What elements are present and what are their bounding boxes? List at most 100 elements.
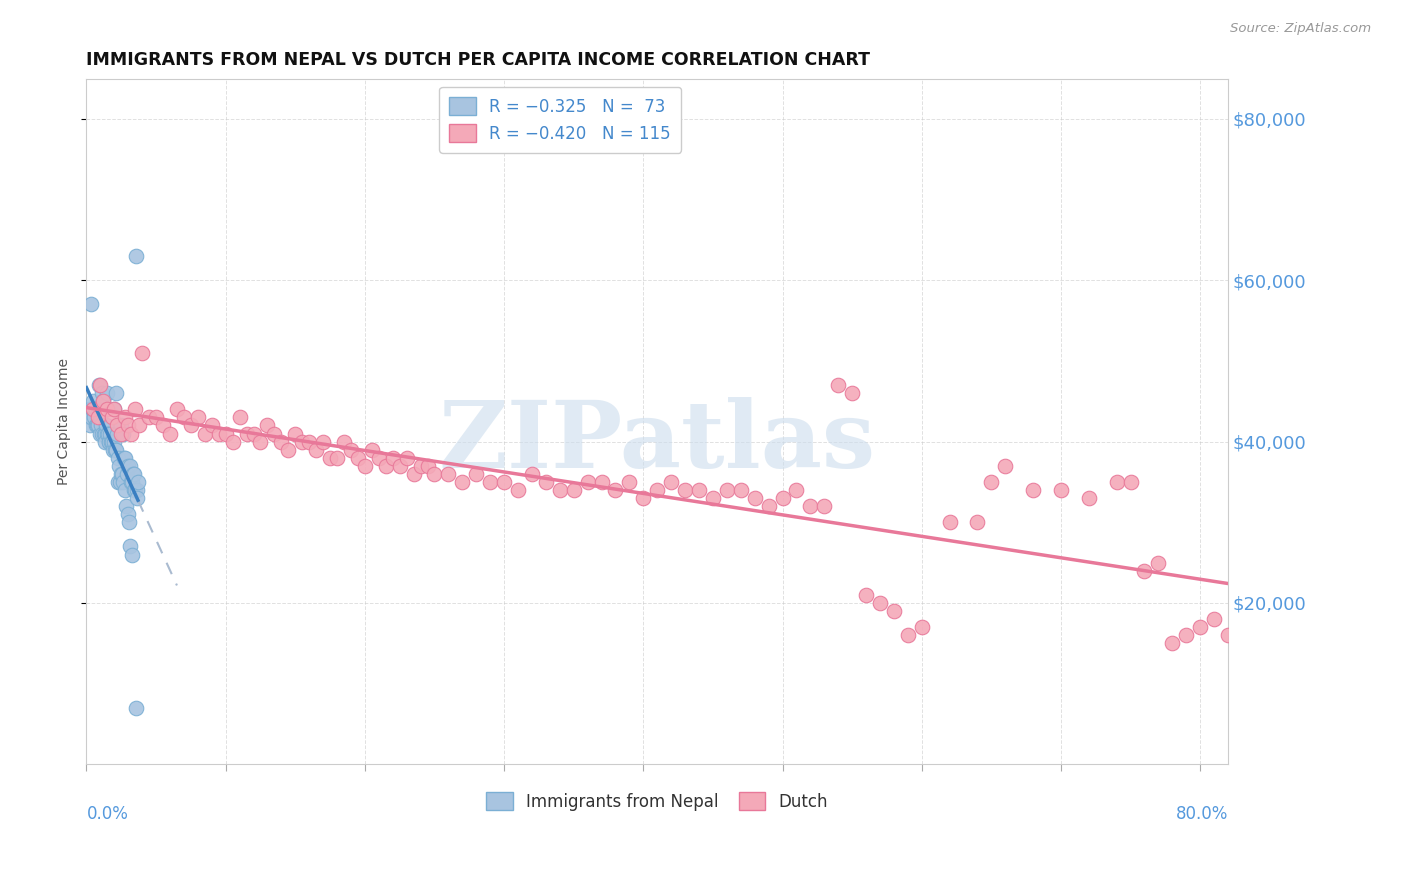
Point: [82, 402, 104, 417]
Point: [100, 434, 122, 449]
Point: [110, 426, 132, 441]
Point: [117, 458, 139, 473]
Point: [1050, 483, 1073, 497]
Point: [94, 434, 117, 449]
Point: [249, 434, 271, 449]
Point: [80, 410, 103, 425]
Point: [94, 418, 117, 433]
Point: [117, 507, 139, 521]
Point: [208, 426, 231, 441]
Point: [347, 450, 370, 465]
Point: [494, 475, 516, 489]
Point: [84, 402, 107, 417]
Point: [89, 426, 111, 441]
Point: [110, 467, 132, 481]
Point: [645, 483, 668, 497]
Point: [103, 402, 125, 417]
Point: [465, 467, 488, 481]
Point: [114, 483, 136, 497]
Point: [869, 596, 891, 610]
Point: [1204, 612, 1226, 626]
Text: IMMIGRANTS FROM NEPAL VS DUTCH PER CAPITA INCOME CORRELATION CHART: IMMIGRANTS FROM NEPAL VS DUTCH PER CAPIT…: [86, 51, 870, 69]
Point: [772, 491, 794, 505]
Point: [994, 458, 1017, 473]
Point: [96, 386, 118, 401]
Point: [98, 426, 121, 441]
Point: [110, 418, 132, 433]
Point: [520, 467, 543, 481]
Point: [1133, 564, 1156, 578]
Point: [228, 410, 250, 425]
Point: [107, 475, 129, 489]
Point: [437, 467, 460, 481]
Text: ZIPatlas: ZIPatlas: [439, 397, 876, 487]
Point: [201, 418, 224, 433]
Point: [1105, 475, 1128, 489]
Point: [128, 418, 150, 433]
Point: [633, 491, 655, 505]
Point: [104, 442, 127, 457]
Point: [215, 426, 238, 441]
Point: [103, 402, 125, 417]
Point: [367, 450, 389, 465]
Text: Source: ZipAtlas.com: Source: ZipAtlas.com: [1230, 22, 1371, 36]
Point: [77, 402, 100, 417]
Point: [374, 458, 396, 473]
Point: [108, 475, 131, 489]
Point: [360, 442, 382, 457]
Point: [112, 475, 135, 489]
Point: [93, 426, 115, 441]
Point: [125, 483, 148, 497]
Point: [84, 418, 107, 433]
Point: [120, 426, 142, 441]
Point: [1329, 612, 1351, 626]
Point: [381, 450, 404, 465]
Point: [235, 426, 257, 441]
Point: [107, 450, 129, 465]
Point: [145, 410, 167, 425]
Point: [1077, 491, 1099, 505]
Point: [105, 418, 128, 433]
Point: [89, 410, 111, 425]
Point: [122, 467, 145, 481]
Point: [340, 442, 363, 457]
Point: [354, 458, 377, 473]
Point: [82, 402, 104, 417]
Point: [813, 499, 835, 513]
Point: [90, 386, 112, 401]
Point: [548, 483, 571, 497]
Point: [118, 515, 141, 529]
Point: [1301, 604, 1323, 618]
Point: [91, 394, 114, 409]
Point: [96, 402, 118, 417]
Point: [827, 378, 849, 392]
Point: [114, 410, 136, 425]
Point: [291, 434, 314, 449]
Point: [83, 402, 105, 417]
Point: [1022, 483, 1045, 497]
Point: [90, 418, 112, 433]
Point: [1355, 620, 1378, 634]
Point: [83, 410, 105, 425]
Point: [86, 410, 108, 425]
Point: [312, 434, 335, 449]
Point: [122, 467, 145, 481]
Point: [89, 378, 111, 392]
Point: [96, 426, 118, 441]
Point: [1147, 556, 1170, 570]
Y-axis label: Per Capita Income: Per Capita Income: [58, 358, 72, 485]
Point: [125, 249, 148, 263]
Point: [451, 475, 474, 489]
Legend: Immigrants from Nepal, Dutch: Immigrants from Nepal, Dutch: [479, 786, 835, 818]
Point: [395, 450, 418, 465]
Point: [388, 458, 411, 473]
Point: [242, 426, 264, 441]
Point: [402, 467, 425, 481]
Point: [124, 483, 146, 497]
Point: [100, 434, 122, 449]
Point: [115, 499, 138, 513]
Point: [180, 418, 202, 433]
Point: [105, 442, 128, 457]
Point: [101, 434, 124, 449]
Point: [326, 450, 349, 465]
